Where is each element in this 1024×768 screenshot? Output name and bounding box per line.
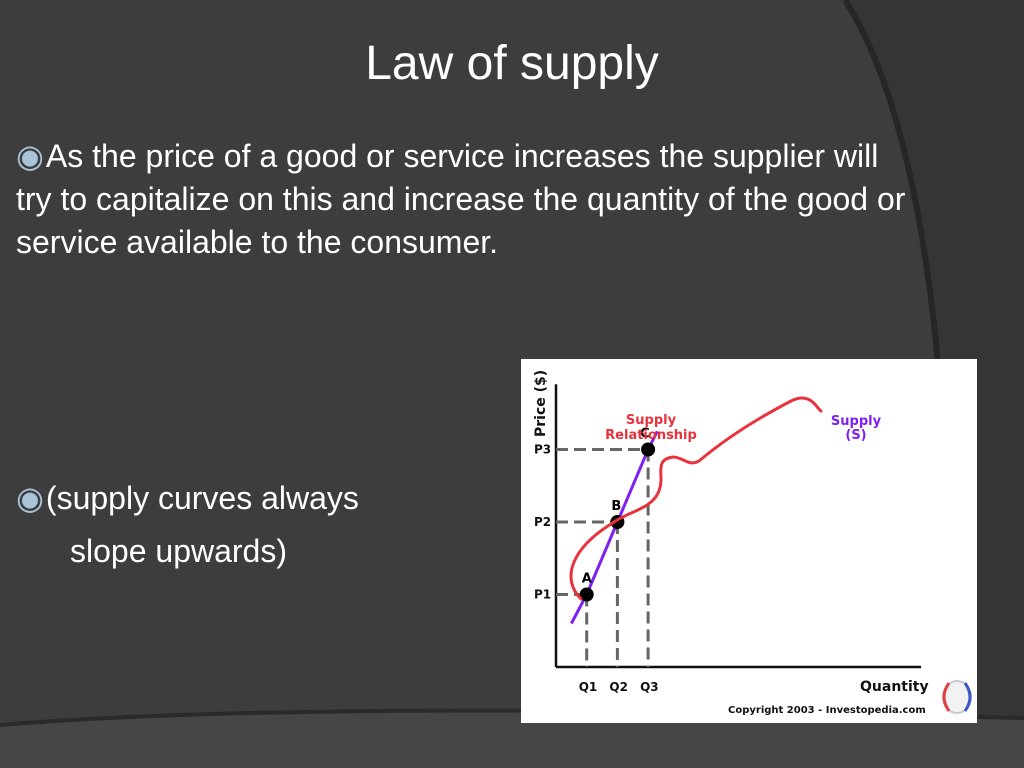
- circle-bullet-icon: ◉: [16, 480, 44, 516]
- point-c: [641, 442, 656, 457]
- x-axis-label: Quantity: [860, 679, 929, 695]
- bullet-text-2-line-2: slope upwards): [70, 533, 287, 569]
- x-tick-label-2: Q2: [609, 680, 628, 694]
- supply-chart: Price ($) Quantity Q1 P1 Q2 P2 Q3 P3 Supply (S) A B…: [521, 359, 977, 723]
- point-label-a: A: [582, 572, 592, 587]
- copyright-credit: Copyright 2003 - Investopedia.com: [728, 705, 926, 716]
- supply-relationship-bracket: [569, 396, 823, 601]
- supply-series-label: Supply (S): [831, 414, 882, 443]
- x-tick-label-1: Q1: [579, 680, 598, 694]
- bullet-item-1: ◉As the price of a good or service incre…: [16, 135, 916, 264]
- supply-relationship-label: Supply Relationship: [605, 413, 697, 443]
- logo-arc-blue: [963, 682, 972, 712]
- point-label-b: B: [611, 499, 621, 514]
- y-tick-label-1: P1: [534, 588, 551, 602]
- supply-chart-svg: Price ($) Quantity Q1 P1 Q2 P2 Q3 P3 Supply (S) A B…: [533, 370, 972, 716]
- bullet-item-2: ◉(supply curves always slope upwards): [16, 477, 486, 573]
- bullet-text-1: As the price of a good or service increa…: [16, 138, 906, 260]
- x-tick-label-3: Q3: [640, 680, 659, 694]
- slide-title: Law of supply: [365, 37, 659, 90]
- point-label-c: C: [640, 427, 650, 442]
- y-tick-label-3: P3: [534, 443, 551, 457]
- y-axis-label: Price ($): [533, 370, 549, 437]
- point-a: [579, 587, 594, 602]
- circle-bullet-icon: ◉: [16, 138, 44, 174]
- y-tick-label-2: P2: [534, 515, 551, 529]
- bullet-text-2-line-1: (supply curves always: [45, 480, 359, 516]
- logo-arc-red: [942, 682, 951, 712]
